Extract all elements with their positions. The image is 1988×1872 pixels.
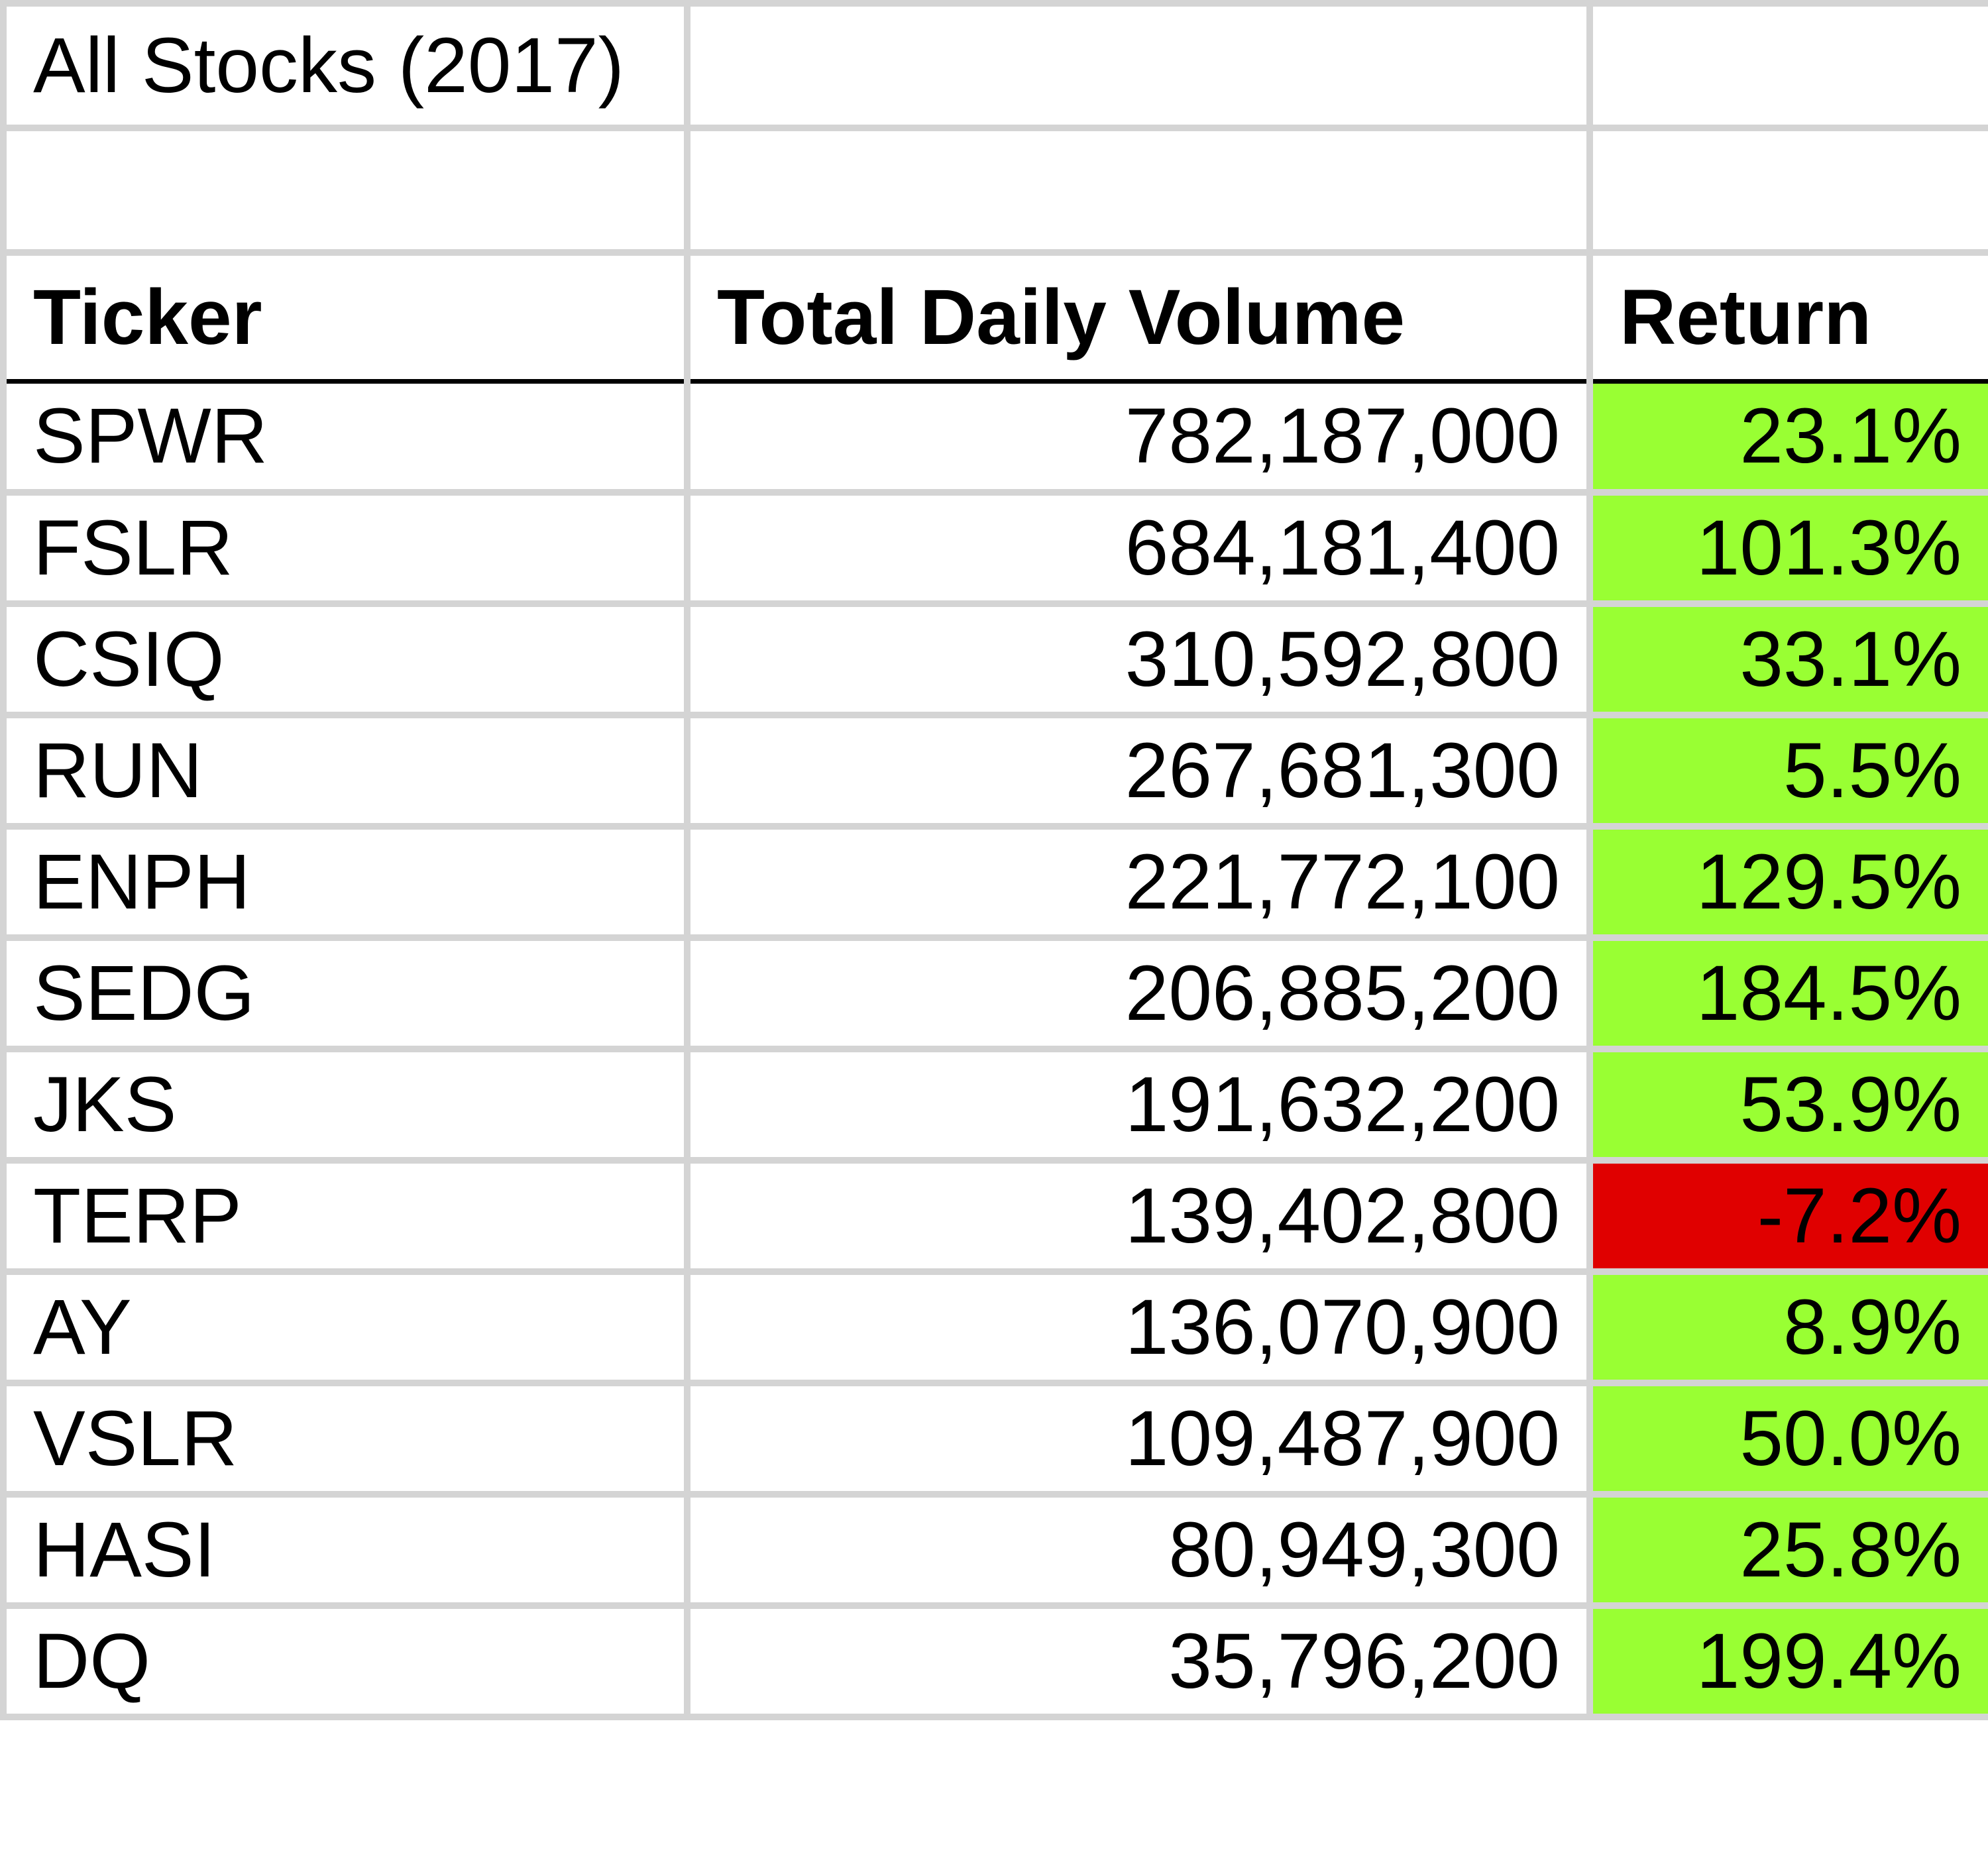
ticker-cell[interactable]: TERP: [0, 1157, 690, 1275]
table-row: SEDG 206,885,200 184.5%: [0, 934, 1988, 1052]
sheet-title-cell[interactable]: All Stocks (2017): [0, 0, 690, 131]
stock-table: All Stocks (2017) Ticker Total Daily Vol…: [0, 0, 1988, 1720]
table-row: VSLR 109,487,900 50.0%: [0, 1380, 1988, 1498]
volume-cell[interactable]: 136,070,900: [684, 1268, 1593, 1386]
ticker-cell[interactable]: HASI: [0, 1491, 690, 1609]
table-row: ENPH 221,772,100 129.5%: [0, 823, 1988, 941]
table-row: DQ 35,796,200 199.4%: [0, 1602, 1988, 1720]
ticker-cell[interactable]: VSLR: [0, 1380, 690, 1498]
empty-cell[interactable]: [0, 125, 690, 256]
return-cell[interactable]: 25.8%: [1586, 1491, 1988, 1609]
blank-row: [0, 125, 1988, 256]
return-cell[interactable]: -7.2%: [1586, 1157, 1988, 1275]
table-row: HASI 80,949,300 25.8%: [0, 1491, 1988, 1609]
table-row: TERP 139,402,800 -7.2%: [0, 1157, 1988, 1275]
header-return-cell[interactable]: Return: [1586, 249, 1988, 384]
empty-cell[interactable]: [684, 125, 1593, 256]
ticker-cell[interactable]: DQ: [0, 1602, 690, 1720]
ticker-cell[interactable]: CSIQ: [0, 600, 690, 718]
volume-cell[interactable]: 139,402,800: [684, 1157, 1593, 1275]
return-cell[interactable]: 23.1%: [1586, 378, 1988, 496]
volume-cell[interactable]: 684,181,400: [684, 489, 1593, 607]
return-cell[interactable]: 184.5%: [1586, 934, 1988, 1052]
ticker-cell[interactable]: SEDG: [0, 934, 690, 1052]
return-cell[interactable]: 53.9%: [1586, 1046, 1988, 1164]
table-row: JKS 191,632,200 53.9%: [0, 1046, 1988, 1164]
return-cell[interactable]: 129.5%: [1586, 823, 1988, 941]
volume-cell[interactable]: 782,187,000: [684, 378, 1593, 496]
return-cell[interactable]: 199.4%: [1586, 1602, 1988, 1720]
empty-cell[interactable]: [684, 0, 1593, 131]
table-row: SPWR 782,187,000 23.1%: [0, 378, 1988, 496]
table-row: FSLR 684,181,400 101.3%: [0, 489, 1988, 607]
ticker-cell[interactable]: SPWR: [0, 378, 690, 496]
volume-cell[interactable]: 310,592,800: [684, 600, 1593, 718]
ticker-cell[interactable]: RUN: [0, 712, 690, 830]
table-row: CSIQ 310,592,800 33.1%: [0, 600, 1988, 718]
ticker-cell[interactable]: FSLR: [0, 489, 690, 607]
volume-cell[interactable]: 191,632,200: [684, 1046, 1593, 1164]
return-cell[interactable]: 101.3%: [1586, 489, 1988, 607]
return-cell[interactable]: 5.5%: [1586, 712, 1988, 830]
volume-cell[interactable]: 35,796,200: [684, 1602, 1593, 1720]
header-volume-cell[interactable]: Total Daily Volume: [684, 249, 1593, 384]
table-row: RUN 267,681,300 5.5%: [0, 712, 1988, 830]
volume-cell[interactable]: 221,772,100: [684, 823, 1593, 941]
volume-cell[interactable]: 267,681,300: [684, 712, 1593, 830]
return-cell[interactable]: 8.9%: [1586, 1268, 1988, 1386]
ticker-cell[interactable]: JKS: [0, 1046, 690, 1164]
empty-cell[interactable]: [1586, 125, 1988, 256]
table-row: AY 136,070,900 8.9%: [0, 1268, 1988, 1386]
header-row: Ticker Total Daily Volume Return: [0, 249, 1988, 384]
ticker-cell[interactable]: AY: [0, 1268, 690, 1386]
empty-cell[interactable]: [1586, 0, 1988, 131]
volume-cell[interactable]: 80,949,300: [684, 1491, 1593, 1609]
header-ticker-cell[interactable]: Ticker: [0, 249, 690, 384]
return-cell[interactable]: 50.0%: [1586, 1380, 1988, 1498]
volume-cell[interactable]: 206,885,200: [684, 934, 1593, 1052]
return-cell[interactable]: 33.1%: [1586, 600, 1988, 718]
volume-cell[interactable]: 109,487,900: [684, 1380, 1593, 1498]
title-row: All Stocks (2017): [0, 0, 1988, 131]
ticker-cell[interactable]: ENPH: [0, 823, 690, 941]
